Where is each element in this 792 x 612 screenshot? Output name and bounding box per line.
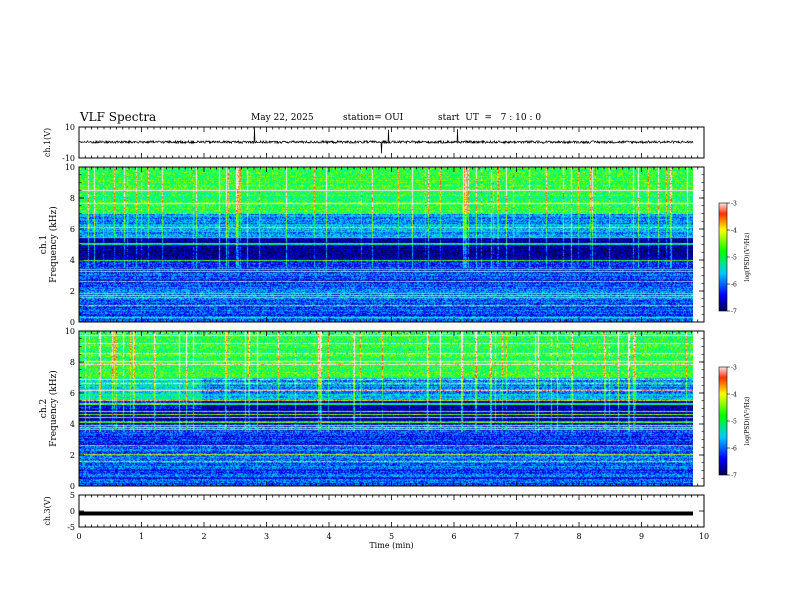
spec1-colorbar-tick-label: -6: [731, 282, 737, 289]
ch3-ylabel: ch.3(V): [43, 496, 52, 525]
spec2-ytick-label: 6: [70, 389, 75, 398]
ch3-ytick-label: -5: [67, 523, 75, 532]
spec1-colorbar-tick-label: -4: [731, 228, 737, 235]
spec1-colorbar-tick-label: -3: [731, 201, 737, 208]
spec1-ytick-label: 0: [70, 318, 75, 327]
ch1-trace: [78, 127, 694, 154]
spec1-colorbar-label: log(PSD)(V²/Hz): [744, 233, 751, 282]
spec2-colorbar-tick-label: -5: [731, 419, 737, 426]
x-tick-label: 6: [451, 532, 456, 541]
spec1-ytick-label: 4: [70, 256, 75, 265]
spec2-ytick-label: 0: [70, 482, 75, 491]
x-tick-label: 5: [389, 532, 394, 541]
date-label: May 22, 2025: [251, 113, 314, 123]
x-tick-label: 7: [514, 532, 519, 541]
spec2-colorbar-tick-label: -3: [731, 365, 737, 372]
spec1-colorbar-tick-label: -7: [731, 309, 737, 316]
x-axis-title: Time (min): [369, 541, 413, 550]
x-tick-label: 9: [639, 532, 644, 541]
ch3-ytick-label: 0: [70, 507, 75, 516]
spec2-ytick-label: 10: [65, 327, 75, 336]
spec2-colorbar-label: log(PSD)(V²/Hz): [744, 397, 751, 446]
spec2-colorbar-tick-label: -7: [731, 473, 737, 480]
spec1-ytick-label: 6: [70, 225, 75, 234]
ch3-ytick-label: 5: [70, 491, 75, 500]
x-tick-label: 0: [76, 532, 81, 541]
x-tick-label: 2: [201, 532, 206, 541]
spec1-colorbar-tick-label: -5: [731, 255, 737, 262]
spec1-ytick-label: 2: [70, 287, 75, 296]
spec1-colorbar: [718, 202, 728, 312]
spec2-channel-label: ch.2: [39, 399, 49, 418]
spec1-ytick-label: 8: [70, 194, 75, 203]
spec2-ytick-label: 2: [70, 451, 75, 460]
spec2-colorbar-tick-label: -6: [731, 446, 737, 453]
spec1-ytick-label: 10: [65, 163, 75, 172]
spec2-ylabel: Frequency (kHz): [48, 370, 59, 447]
spec1-channel-label: ch.1: [39, 235, 49, 254]
spec1-ylabel: Frequency (kHz): [48, 206, 59, 283]
ch2-spectrogram-image: [79, 331, 693, 486]
station-label: station= OUI: [343, 113, 404, 123]
x-tick-label: 1: [139, 532, 144, 541]
x-tick-label: 3: [264, 532, 269, 541]
ch1-ytick-label: 10: [65, 123, 75, 132]
spec2-colorbar-tick-label: -4: [731, 392, 737, 399]
ch1-ylabel: ch.1(V): [43, 128, 52, 157]
spec2-colorbar: [718, 366, 728, 476]
spec2-ytick-label: 8: [70, 358, 75, 367]
x-tick-label: 10: [699, 532, 709, 541]
ch1-spectrogram-image: [79, 167, 693, 322]
start-time-label: start UT = 7 : 10 : 0: [438, 113, 542, 123]
x-tick-label: 4: [326, 532, 331, 541]
spec2-ytick-label: 4: [70, 420, 75, 429]
ch1-ytick-label: -10: [62, 154, 75, 163]
figure-title: VLF Spectra: [80, 110, 157, 124]
x-tick-label: 8: [576, 532, 581, 541]
